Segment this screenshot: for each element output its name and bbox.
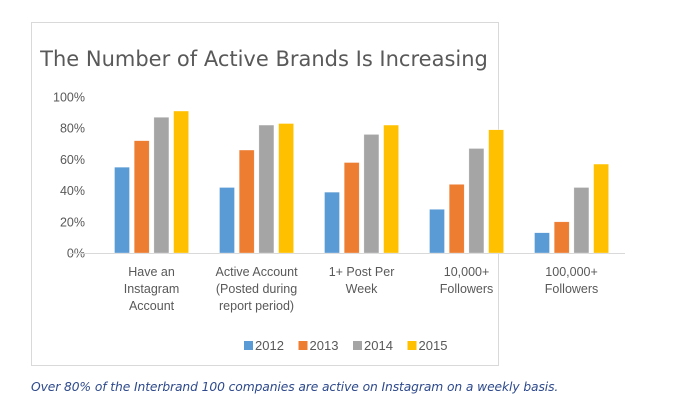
x-tick-label-line: (Posted during — [216, 282, 297, 296]
bar-2012-3 — [429, 209, 445, 254]
legend-swatch — [353, 341, 362, 350]
legend-label: 2014 — [364, 338, 393, 353]
y-tick-label: 100% — [53, 91, 85, 105]
bar-2013-1 — [238, 149, 255, 254]
x-tick-label: 100,000+ Followers — [545, 265, 599, 296]
x-tick-label-line: Followers — [440, 282, 494, 296]
bar-2015-1 — [278, 123, 294, 254]
x-tick-label-line: 100,000+ — [545, 265, 597, 279]
legend: 2012 2013 2014 2015 — [244, 338, 447, 353]
bar-2012-1 — [219, 187, 235, 254]
x-tick-label: Active Account (Posted during report perio… — [216, 265, 299, 313]
y-tick-label: 60% — [60, 153, 85, 167]
bar-2012-0 — [114, 166, 130, 254]
x-tick-label: 1+ Post Per Week — [329, 265, 395, 296]
y-tick-label: 40% — [60, 184, 85, 198]
legend-item-2012: 2012 — [244, 338, 284, 353]
bar-2015-3 — [488, 129, 504, 254]
bar-2014-3 — [468, 148, 485, 254]
legend-label: 2012 — [255, 338, 284, 353]
bar-2015-0 — [173, 110, 189, 254]
bar-2013-2 — [343, 162, 360, 254]
bars — [114, 110, 609, 254]
x-tick-label-line: Week — [346, 282, 378, 296]
x-tick-label-line: Instagram — [124, 282, 180, 296]
bar-2014-1 — [258, 124, 275, 254]
bar-2013-3 — [448, 184, 465, 254]
legend-swatch — [244, 341, 253, 350]
bar-2014-2 — [363, 134, 380, 254]
legend-item-2013: 2013 — [298, 338, 339, 353]
bar-2012-2 — [324, 191, 340, 254]
legend-swatch — [407, 341, 417, 350]
x-tick-label-line: Account — [129, 299, 175, 313]
x-tick-label-line: Have an — [128, 265, 175, 279]
bar-2014-0 — [153, 117, 170, 254]
x-axis-labels: Have an Instagram Account Active Account (Po… — [124, 265, 599, 313]
x-tick-label: Have an Instagram Account — [124, 265, 180, 313]
legend-item-2015: 2015 — [407, 338, 448, 353]
bar-2015-2 — [383, 124, 399, 254]
legend-label: 2015 — [419, 338, 448, 353]
y-tick-label: 80% — [60, 122, 85, 136]
legend-swatch — [298, 341, 308, 350]
legend-label: 2013 — [310, 338, 339, 353]
x-tick-label-line: Followers — [545, 282, 599, 296]
x-tick-label-line: Active Account — [216, 265, 299, 279]
chart-caption: Over 80% of the Interbrand 100 companies… — [31, 380, 559, 394]
chart-title: The Number of Active Brands Is Increasin… — [39, 47, 488, 71]
bar-2012-4 — [534, 232, 550, 254]
y-tick-label: 20% — [60, 215, 85, 229]
x-tick-label-line: report period) — [219, 299, 294, 313]
bar-2014-4 — [573, 187, 590, 254]
legend-item-2014: 2014 — [353, 338, 393, 353]
bar-2013-0 — [133, 140, 150, 254]
bar-2013-4 — [553, 221, 570, 254]
x-tick-label-line: 1+ Post Per — [329, 265, 395, 279]
x-tick-label: 10,000+ Followers — [440, 265, 494, 296]
y-axis: 0%20%40%60%80%100% — [53, 91, 85, 261]
x-tick-label-line: 10,000+ — [444, 265, 490, 279]
bar-2015-4 — [593, 163, 609, 254]
